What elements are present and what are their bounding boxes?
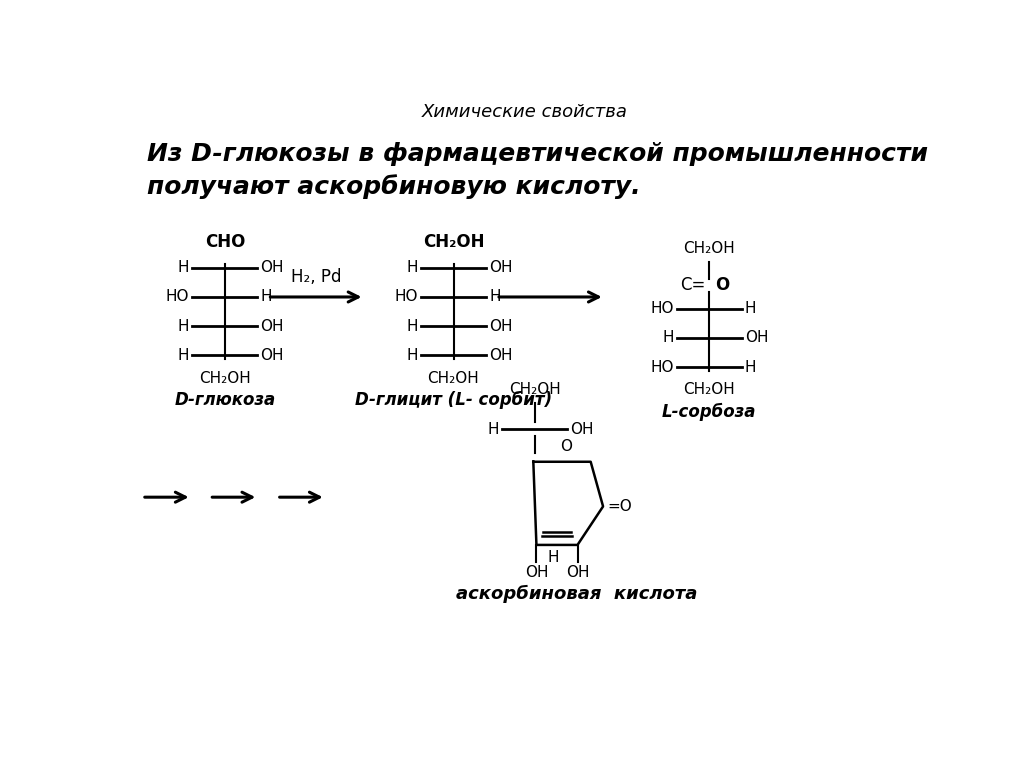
Text: OH: OH [489,260,513,275]
Text: H: H [178,260,189,275]
Text: OH: OH [260,319,284,334]
Text: OH: OH [489,319,513,334]
Text: CH₂OH: CH₂OH [509,382,561,397]
Text: OH: OH [260,260,284,275]
Text: H: H [407,319,418,334]
Text: H: H [260,290,272,304]
Text: CH₂OH: CH₂OH [428,371,479,386]
Text: HO: HO [650,359,674,375]
Text: =O: =O [607,499,633,514]
Text: O: O [715,276,729,294]
Text: получают аскорбиновую кислоту.: получают аскорбиновую кислоту. [147,174,641,199]
Text: HO: HO [394,290,418,304]
Text: H: H [663,330,674,346]
Text: OH: OH [570,422,594,437]
Text: Из D-глюкозы в фармацевтической промышленности: Из D-глюкозы в фармацевтической промышле… [147,142,929,166]
Text: CH₂OH: CH₂OH [199,371,251,386]
Text: C=: C= [680,276,706,294]
Text: H: H [407,348,418,363]
Text: аскорбиновая  кислота: аскорбиновая кислота [456,585,697,604]
Text: CH₂OH: CH₂OH [683,241,735,257]
Text: OH: OH [524,565,548,580]
Text: Химические свойства: Химические свойства [422,103,628,121]
Text: D-глюкоза: D-глюкоза [174,391,275,409]
Text: D-глицит (L- сорбит): D-глицит (L- сорбит) [355,391,552,409]
Text: H: H [744,301,757,316]
Text: CH₂OH: CH₂OH [423,233,484,251]
Text: H: H [548,550,559,564]
Text: H: H [407,260,418,275]
Text: L-сорбоза: L-сорбоза [662,402,757,421]
Text: HO: HO [166,290,189,304]
Text: CH₂OH: CH₂OH [683,382,735,398]
Text: OH: OH [744,330,768,346]
Text: H: H [744,359,757,375]
Text: H: H [178,348,189,363]
Text: H: H [487,422,500,437]
Text: H₂, Pd: H₂, Pd [291,268,341,286]
Text: OH: OH [489,348,513,363]
Text: CHO: CHO [205,233,245,251]
Text: H: H [489,290,501,304]
Text: OH: OH [260,348,284,363]
Text: OH: OH [565,565,589,580]
Text: HO: HO [650,301,674,316]
Text: O: O [560,439,571,454]
Text: H: H [178,319,189,334]
